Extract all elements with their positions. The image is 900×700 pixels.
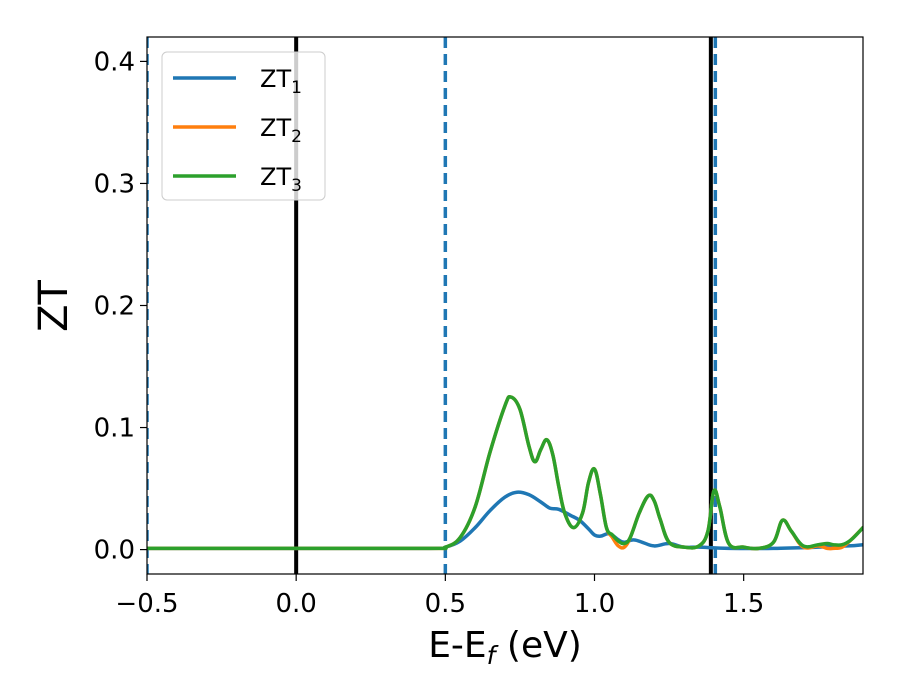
x-tick-label: 1.5 (723, 589, 764, 619)
series-line-3 (147, 394, 863, 551)
y-tick-label: 0.1 (94, 414, 135, 444)
y-tick-label: 0.0 (94, 536, 135, 566)
x-tick-label: 0.0 (275, 589, 316, 619)
x-axis-ticks: −0.5 0.0 0.5 1.0 1.5 (115, 574, 764, 619)
series-lines (147, 394, 863, 551)
legend-label-3: ZT3 (260, 163, 302, 196)
y-tick-label: 0.4 (94, 47, 135, 77)
legend-label-1: ZT1 (260, 65, 302, 98)
legend-label-2: ZT2 (260, 114, 302, 147)
x-axis-label-unit: (eV) (495, 625, 581, 666)
legend: ZT1 ZT2 ZT3 (161, 51, 326, 201)
y-axis-ticks: 0.0 0.1 0.2 0.3 0.4 (94, 47, 147, 566)
x-tick-label: 0.5 (425, 589, 466, 619)
y-tick-label: 0.2 (94, 292, 135, 322)
x-tick-label: −0.5 (115, 589, 178, 619)
x-axis-label: E-Ef (eV) (428, 625, 582, 670)
legend-box (161, 51, 326, 201)
x-tick-label: 1.0 (574, 589, 615, 619)
y-tick-label: 0.3 (94, 169, 135, 199)
y-axis-label: ZT (31, 280, 77, 332)
legend-items: ZT1 ZT2 ZT3 (173, 65, 302, 196)
x-axis-label-main: E-E (428, 625, 486, 666)
